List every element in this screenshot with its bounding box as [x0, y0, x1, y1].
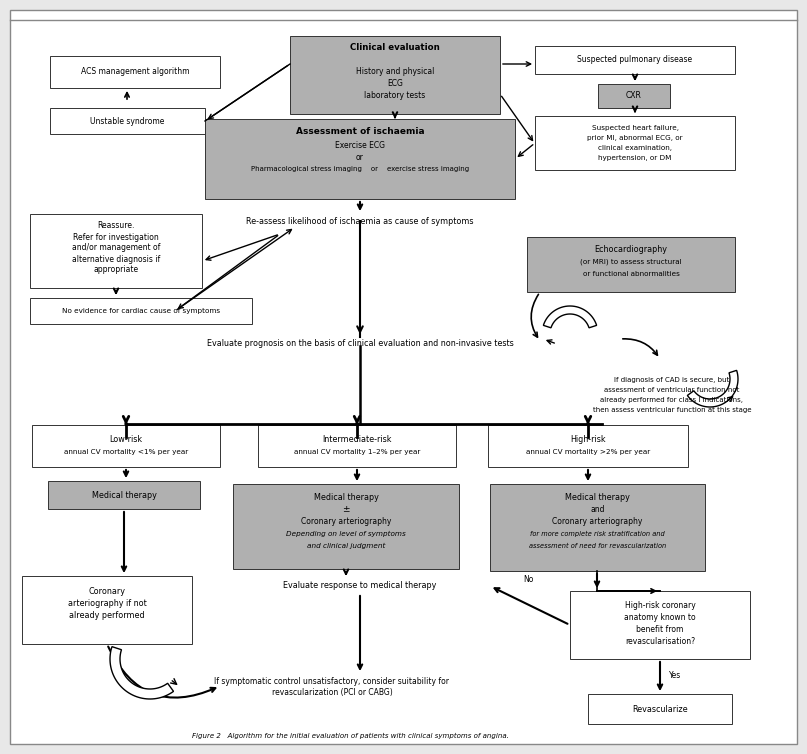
Text: Suspected pulmonary disease: Suspected pulmonary disease	[578, 56, 692, 65]
Text: Echocardiography: Echocardiography	[595, 246, 667, 255]
Text: annual CV mortality <1% per year: annual CV mortality <1% per year	[64, 449, 188, 455]
Text: Assessment of ischaemia: Assessment of ischaemia	[295, 127, 424, 136]
Text: No: No	[523, 575, 533, 584]
Text: appropriate: appropriate	[94, 265, 139, 274]
Text: ±: ±	[342, 504, 349, 513]
Bar	[290, 36, 500, 114]
Text: anatomy known to: anatomy known to	[624, 612, 696, 621]
Bar	[258, 425, 456, 467]
Text: No evidence for cardiac cause of symptoms: No evidence for cardiac cause of symptom…	[62, 308, 220, 314]
Text: already performed for class I indications,: already performed for class I indication…	[600, 397, 743, 403]
Bar	[535, 46, 735, 74]
Polygon shape	[543, 306, 596, 328]
Text: then assess ventricular function at this stage: then assess ventricular function at this…	[593, 407, 751, 413]
Text: Coronary: Coronary	[89, 587, 126, 596]
Text: prior MI, abnormal ECG, or: prior MI, abnormal ECG, or	[587, 135, 683, 141]
Text: Coronary arteriography: Coronary arteriography	[552, 516, 642, 526]
Text: arteriography if not: arteriography if not	[68, 599, 146, 608]
Text: and: and	[590, 504, 604, 513]
Text: annual CV mortality 1–2% per year: annual CV mortality 1–2% per year	[294, 449, 420, 455]
Text: Evaluate prognosis on the basis of clinical evaluation and non-invasive tests: Evaluate prognosis on the basis of clini…	[207, 339, 513, 348]
Text: and/or management of: and/or management of	[72, 244, 160, 253]
Text: Exercise ECG: Exercise ECG	[335, 142, 385, 151]
Text: Revascularize: Revascularize	[632, 704, 688, 713]
Text: If symptomatic control unsatisfactory, consider suitability for: If symptomatic control unsatisfactory, c…	[215, 676, 449, 685]
Bar	[588, 694, 732, 724]
Text: benefit from: benefit from	[636, 624, 684, 633]
Bar	[527, 237, 735, 292]
Text: or functional abnormalities: or functional abnormalities	[583, 271, 679, 277]
Text: laboratory tests: laboratory tests	[365, 90, 425, 100]
Text: Coronary arteriography: Coronary arteriography	[301, 516, 391, 526]
Text: Clinical evaluation: Clinical evaluation	[350, 44, 440, 53]
Text: hypertension, or DM: hypertension, or DM	[598, 155, 671, 161]
Text: assessment of need for revascularization: assessment of need for revascularization	[529, 543, 666, 549]
Text: Medical therapy: Medical therapy	[314, 492, 378, 501]
Text: Figure 2   Algorithm for the initial evaluation of patients with clinical sympto: Figure 2 Algorithm for the initial evalu…	[191, 733, 508, 739]
Text: revascularization (PCI or CABG): revascularization (PCI or CABG)	[272, 688, 392, 697]
Polygon shape	[688, 370, 738, 407]
Bar	[490, 484, 705, 571]
Text: Medical therapy: Medical therapy	[565, 492, 630, 501]
Text: Refer for investigation: Refer for investigation	[73, 232, 159, 241]
Text: If diagnosis of CAD is secure, but: If diagnosis of CAD is secure, but	[614, 377, 730, 383]
Text: High-risk coronary: High-risk coronary	[625, 600, 696, 609]
Text: Re-assess likelihood of ischaemia as cause of symptoms: Re-assess likelihood of ischaemia as cau…	[246, 216, 474, 225]
Text: CXR: CXR	[626, 91, 642, 100]
Text: revascularisation?: revascularisation?	[625, 636, 695, 645]
Text: ECG: ECG	[387, 78, 403, 87]
Text: Reassure.: Reassure.	[98, 222, 135, 231]
Bar	[233, 484, 459, 569]
Text: Suspected heart failure,: Suspected heart failure,	[592, 125, 679, 131]
Bar	[50, 108, 205, 134]
Text: clinical examination,: clinical examination,	[598, 145, 672, 151]
Text: Unstable syndrome: Unstable syndrome	[90, 117, 165, 125]
Bar	[205, 119, 515, 199]
Bar	[50, 56, 220, 88]
Text: (or MRI) to assess structural: (or MRI) to assess structural	[580, 259, 682, 265]
Text: Yes: Yes	[669, 672, 681, 681]
Text: alternative diagnosis if: alternative diagnosis if	[72, 255, 160, 263]
Text: Low-risk: Low-risk	[110, 434, 143, 443]
Text: already performed: already performed	[69, 611, 144, 621]
Bar	[598, 84, 670, 108]
Bar	[22, 576, 192, 644]
Text: assessment of ventricular function not: assessment of ventricular function not	[604, 387, 740, 393]
Text: ACS management algorithm: ACS management algorithm	[81, 68, 190, 76]
Bar	[535, 116, 735, 170]
Text: Medical therapy: Medical therapy	[91, 491, 157, 499]
Text: and clinical judgment: and clinical judgment	[307, 543, 385, 549]
Text: Intermediate-risk: Intermediate-risk	[322, 434, 391, 443]
Bar	[30, 298, 252, 324]
Bar	[488, 425, 688, 467]
Text: or: or	[356, 152, 364, 161]
Text: annual CV mortality >2% per year: annual CV mortality >2% per year	[526, 449, 650, 455]
Text: History and physical: History and physical	[356, 66, 434, 75]
Text: for more complete risk stratification and: for more complete risk stratification an…	[530, 531, 665, 537]
Bar	[32, 425, 220, 467]
Text: High-risk: High-risk	[571, 434, 606, 443]
Bar	[30, 214, 202, 288]
Text: Depending on level of symptoms: Depending on level of symptoms	[286, 531, 406, 537]
Bar	[570, 591, 750, 659]
Text: Evaluate response to medical therapy: Evaluate response to medical therapy	[283, 581, 437, 590]
Text: Pharmacological stress imaging    or    exercise stress imaging: Pharmacological stress imaging or exerci…	[251, 166, 469, 172]
Bar	[48, 481, 200, 509]
Polygon shape	[110, 647, 174, 699]
